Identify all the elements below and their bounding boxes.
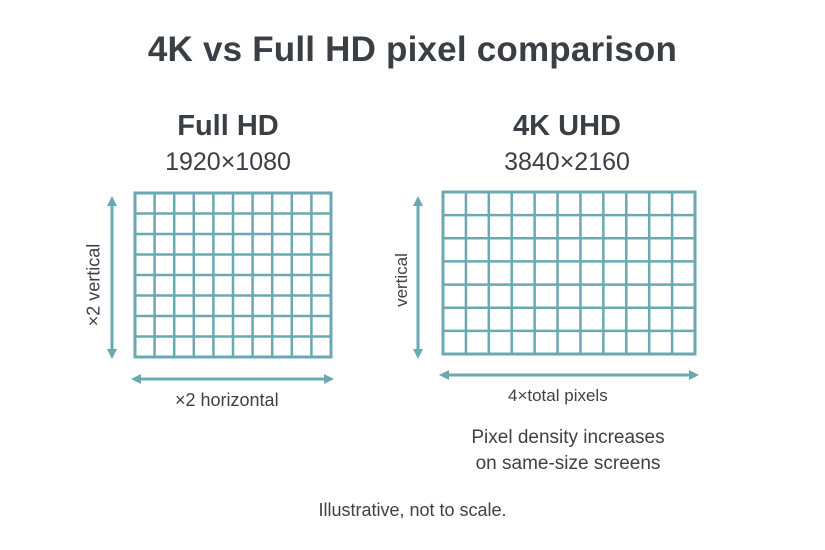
page-title: 4K vs Full HD pixel comparison xyxy=(147,30,678,69)
fullhd-resolution: 1920×1080 xyxy=(165,148,291,176)
uhd-grid-frame xyxy=(441,190,697,356)
uhd-pixel-grid xyxy=(441,190,697,356)
uhd-heading: 4K UHD xyxy=(513,110,621,142)
uhd-horizontal-label: 4×total pixels xyxy=(508,386,608,405)
fullhd-heading: Full HD xyxy=(177,110,279,142)
uhd-resolution: 3840×2160 xyxy=(504,148,630,176)
density-note-line1: Pixel density increases xyxy=(471,427,665,448)
density-note-line2: on same-size screens xyxy=(475,453,661,474)
fullhd-pixel-grid xyxy=(133,191,333,359)
fullhd-vertical-label: ×2 vertical xyxy=(83,243,104,327)
density-note: Pixel density increases on same-size scr… xyxy=(418,425,718,477)
uhd-vertical-label: vertical xyxy=(392,253,411,307)
fullhd-horizontal-label: ×2 horizontal xyxy=(175,390,279,410)
footer-disclaimer: Illustrative, not to scale. xyxy=(318,500,507,520)
